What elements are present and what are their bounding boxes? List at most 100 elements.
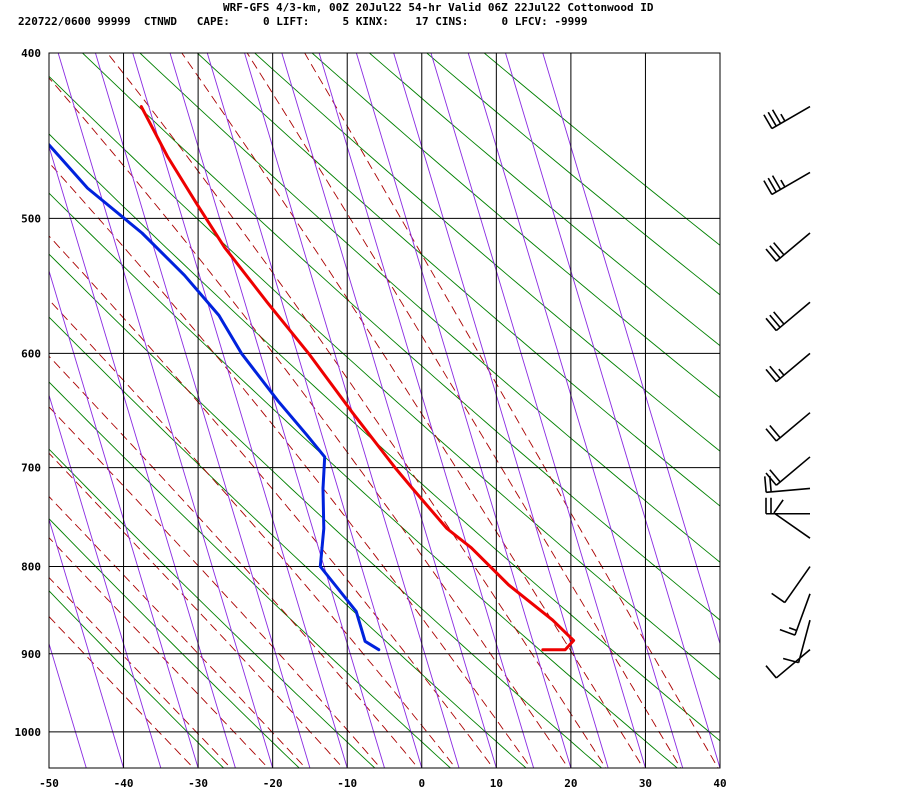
dry-adiabat-line xyxy=(49,192,678,768)
moist-adiabat-line xyxy=(49,495,307,768)
plot-border xyxy=(48,52,721,769)
isotherm-line xyxy=(95,53,311,768)
moist-adiabat-line xyxy=(304,53,719,768)
wind-barb-feather xyxy=(773,499,784,514)
wind-barb xyxy=(765,497,810,515)
dry-adiabat-line xyxy=(49,253,603,768)
moist-adiabat-line xyxy=(49,299,457,768)
moist-adiabat-line xyxy=(49,77,569,768)
pressure-tick-label: 600 xyxy=(21,347,41,360)
plot-frame xyxy=(48,52,721,769)
sounding-indices-line: 220722/0600 99999 CTNWD CAPE: 0 LIFT: 5 … xyxy=(18,15,588,28)
isotherm-line xyxy=(49,269,199,768)
moist-adiabat-line xyxy=(246,53,682,768)
wind-barb-staff xyxy=(775,456,811,486)
wind-barb-feather xyxy=(763,114,773,129)
moist-adiabat-line xyxy=(49,355,419,768)
isotherm-line xyxy=(467,53,684,768)
wind-barb-staff xyxy=(775,352,811,383)
wind-barb-feather xyxy=(763,476,767,493)
wind-barb-feather xyxy=(765,665,777,679)
dry-adiabat-line xyxy=(49,448,376,768)
wind-barb-feather xyxy=(763,180,773,195)
wind-barb-staff xyxy=(771,171,811,196)
wind-barb-feather xyxy=(771,175,782,190)
wind-barb-staff xyxy=(766,487,811,494)
isotherm-line xyxy=(281,53,497,768)
dry-adiabat-line xyxy=(426,53,720,296)
pressure-tick-label: 700 xyxy=(21,462,41,475)
temperature-tick-label: 20 xyxy=(564,777,577,790)
dry-adiabat-line xyxy=(81,53,720,621)
wind-barb-staff xyxy=(797,619,811,663)
isotherm-line xyxy=(318,53,535,768)
dry-adiabat-line xyxy=(49,316,527,768)
wind-barb xyxy=(765,456,811,486)
wind-barb-feather xyxy=(769,245,781,259)
wind-barbs xyxy=(763,105,811,679)
wind-barb xyxy=(771,566,811,604)
dry-adiabat-line xyxy=(49,518,300,768)
wind-barb-feather xyxy=(782,657,799,664)
wind-barb xyxy=(779,593,811,636)
temperature-tick-label: -30 xyxy=(188,777,208,790)
isotherm-line xyxy=(0,53,12,768)
isotherm-line xyxy=(49,642,87,768)
pressure-tick-label: 400 xyxy=(21,47,41,60)
wind-barb-feather xyxy=(765,472,777,486)
temperature-profile-line xyxy=(139,105,576,652)
wind-barb-staff xyxy=(775,412,811,442)
temperature-tick-label: -50 xyxy=(39,777,59,790)
isotherm-line xyxy=(355,53,572,768)
wind-barb-feather xyxy=(767,177,777,193)
wind-barb-half-feather xyxy=(780,179,786,188)
isotherm-line xyxy=(49,145,236,768)
moist-adiabat-line xyxy=(49,615,195,768)
wind-barb xyxy=(765,352,811,383)
dry-adiabat-line xyxy=(311,53,720,399)
wind-barb-feather xyxy=(771,109,782,124)
wind-barb-feather xyxy=(771,592,786,604)
wind-barb xyxy=(763,105,811,130)
temperature-tick-label: 40 xyxy=(713,777,726,790)
wind-barb-feather xyxy=(769,314,781,328)
moist-adiabat-line xyxy=(49,235,494,768)
wind-barb-feather xyxy=(767,111,777,127)
dry-adiabat-line xyxy=(254,53,720,452)
isotherm-line xyxy=(505,53,720,768)
isotherm-line xyxy=(49,517,124,768)
wind-barb xyxy=(765,232,811,262)
dry-adiabat-line xyxy=(49,133,720,742)
wind-barb xyxy=(773,499,811,539)
temperature-tick-label: 30 xyxy=(639,777,652,790)
wind-barb-staff xyxy=(794,593,811,636)
wind-barb-feather xyxy=(769,424,781,439)
wind-barb-feather xyxy=(765,248,777,262)
temperature-tick-label: 0 xyxy=(418,777,425,790)
wind-barb-feather xyxy=(765,317,777,332)
wind-barb-staff xyxy=(775,301,811,332)
pressure-tick-label: 900 xyxy=(21,648,41,661)
pressure-tick-label: 800 xyxy=(21,561,41,574)
isotherm-line xyxy=(430,53,646,768)
dry-adiabat-line xyxy=(49,75,720,681)
isotherm-line xyxy=(393,53,609,768)
isotherm-line xyxy=(132,53,348,768)
dry-adiabat-line xyxy=(483,53,720,246)
wind-barb-feather xyxy=(773,242,785,256)
temperature-tick-label: -10 xyxy=(337,777,357,790)
background-lines xyxy=(0,53,720,768)
wind-barb-staff xyxy=(771,105,811,130)
isotherm-line xyxy=(542,53,720,646)
temperature-tick-label: 10 xyxy=(490,777,503,790)
isotherm-line xyxy=(169,53,385,768)
wind-barb-staff xyxy=(773,512,811,539)
wind-barb-feather xyxy=(765,428,777,442)
dry-adiabat-line xyxy=(139,53,720,563)
wind-barb xyxy=(765,412,811,442)
wind-barb-feather xyxy=(765,368,777,383)
grid-lines xyxy=(48,52,721,768)
dry-adiabat-line xyxy=(49,381,452,768)
wind-barb-staff xyxy=(775,232,811,262)
